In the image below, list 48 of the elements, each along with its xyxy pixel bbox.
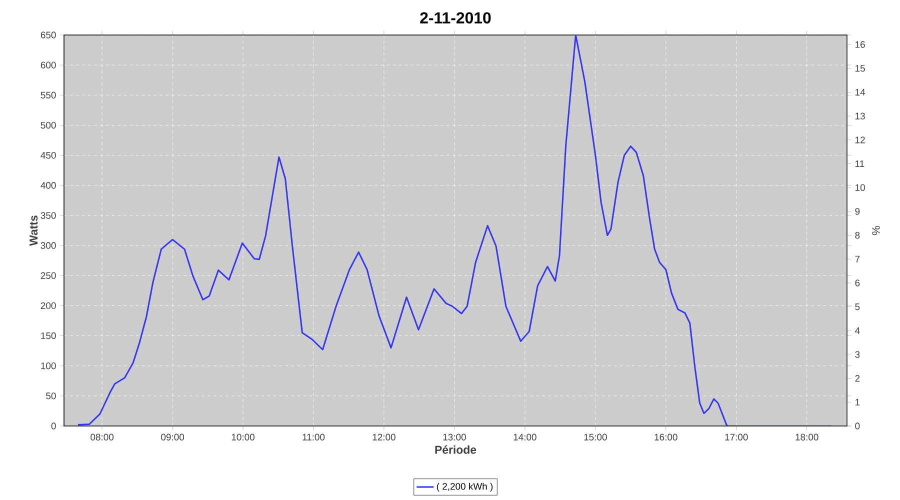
y2-tick-label: 10 — [856, 184, 865, 191]
y-tick-label: 150 — [41, 332, 56, 340]
y-tick-label: 200 — [40, 302, 56, 310]
x-tick-label: 15:00 — [584, 434, 607, 440]
legend-label: ( 2,200 kWh ) — [436, 482, 493, 492]
y2-tick-label: 0 — [855, 422, 860, 430]
y-tick-label: 650 — [40, 32, 56, 38]
chart-title: 2-11-2010 — [420, 12, 491, 24]
y2-axis-title: % — [872, 226, 880, 235]
y2-tick-label: 13 — [856, 112, 865, 120]
y-tick-label: 550 — [40, 92, 56, 99]
y2-tick-label: 2 — [855, 375, 860, 382]
y-tick-label: 0 — [51, 422, 56, 430]
y2-tick-label: 5 — [855, 303, 860, 310]
x-tick-label: 10:00 — [232, 434, 254, 440]
x-tick-label: 16:00 — [654, 434, 678, 440]
y-tick-label: 300 — [40, 242, 56, 249]
y2-tick-label: 1 — [856, 398, 860, 406]
x-tick-label: 09:00 — [161, 434, 184, 440]
y2-tick-label: 9 — [855, 208, 860, 215]
x-tick-label: 14:00 — [514, 434, 536, 440]
y-tick-label: 100 — [41, 362, 56, 370]
y-tick-label: 400 — [40, 182, 56, 189]
x-tick-label: 12:00 — [372, 434, 396, 440]
y2-tick-label: 8 — [855, 232, 860, 239]
y-tick-label: 600 — [40, 62, 56, 68]
y2-tick-label: 16 — [856, 41, 865, 48]
y2-tick-label: 4 — [855, 327, 860, 334]
line-series — [77, 35, 832, 426]
x-axis-title: Période — [435, 445, 476, 454]
y-axis-title: Watts — [30, 216, 38, 246]
y2-tick-label: 12 — [856, 136, 865, 144]
x-tick-label: 11:00 — [302, 434, 325, 440]
x-tick-label: 17:00 — [725, 434, 748, 440]
y-tick-label: 250 — [40, 272, 56, 279]
y-tick-label: 50 — [46, 392, 56, 400]
y2-tick-label: 15 — [856, 65, 865, 72]
x-tick-label: 13:00 — [443, 434, 466, 440]
y2-tick-label: 6 — [855, 280, 860, 286]
y-tick-label: 350 — [40, 212, 56, 219]
y-tick-label: 450 — [40, 152, 56, 159]
y2-tick-label: 14 — [856, 88, 866, 96]
x-tick-label: 18:00 — [796, 434, 818, 440]
y2-tick-label: 11 — [856, 160, 864, 167]
y-tick-label: 500 — [40, 122, 56, 129]
y2-tick-label: 7 — [855, 256, 860, 262]
x-tick-label: 08:00 — [90, 434, 114, 440]
y2-tick-label: 3 — [855, 351, 860, 358]
